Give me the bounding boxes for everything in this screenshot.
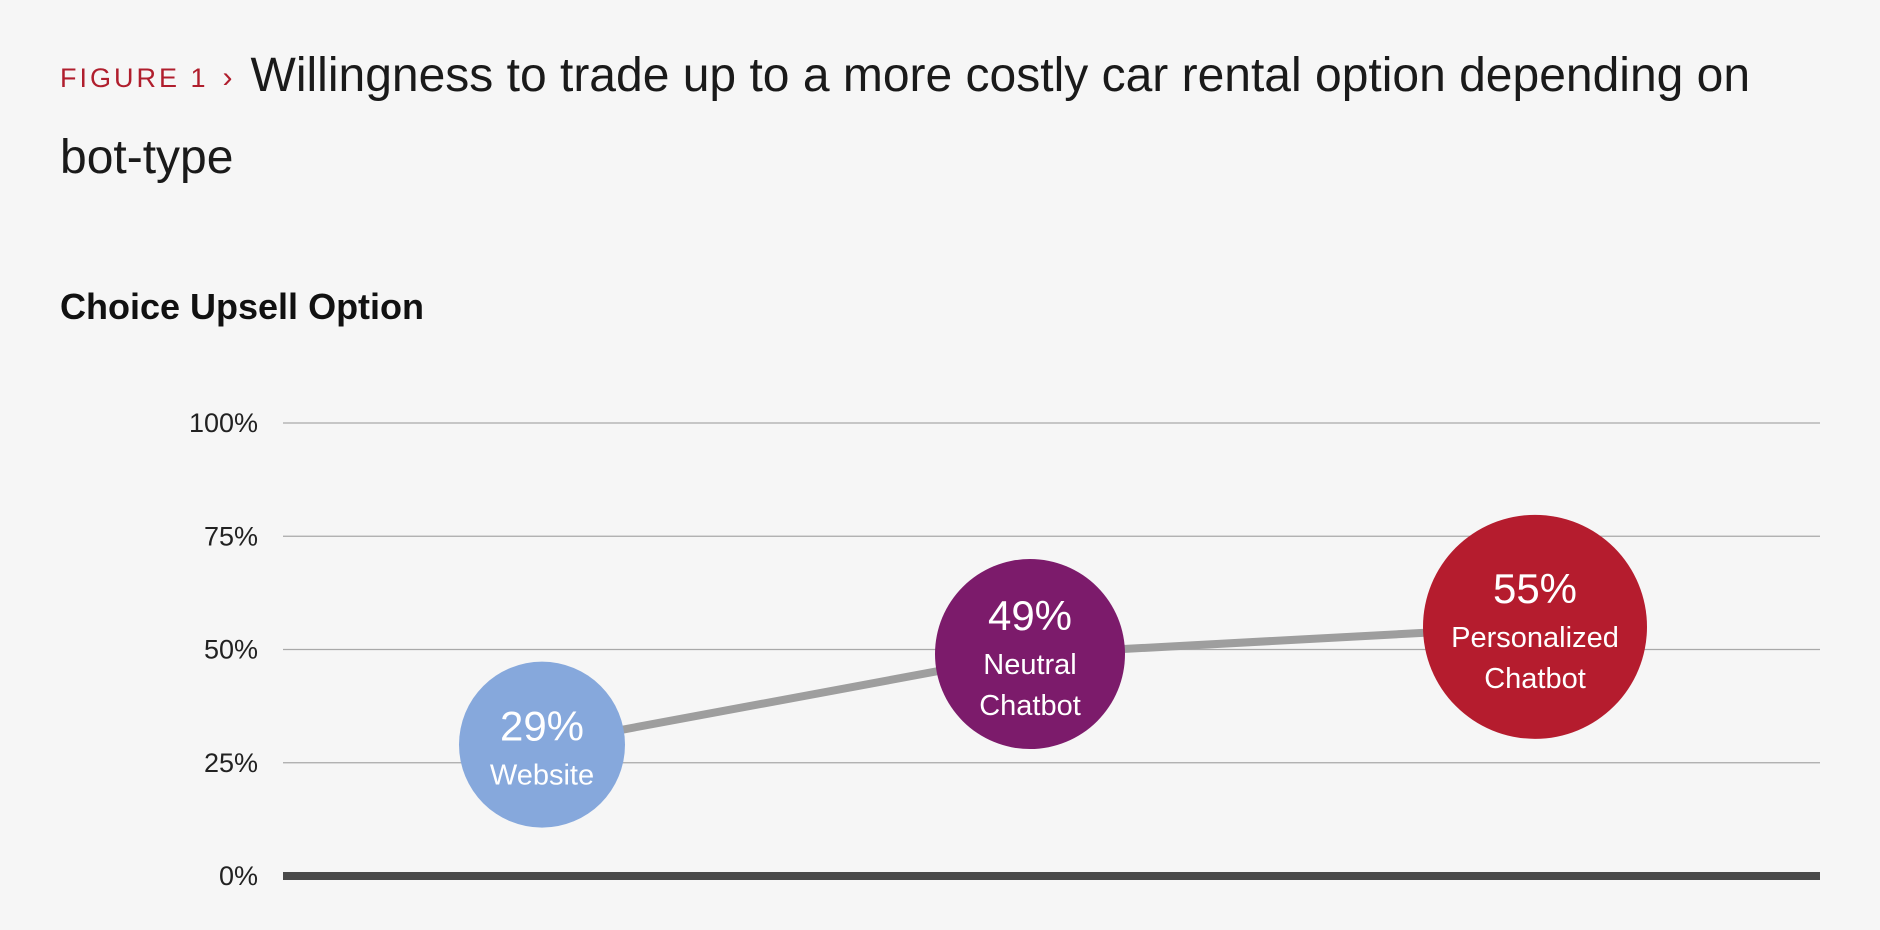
data-label-category: Website — [490, 760, 594, 792]
data-label-category: Chatbot — [979, 690, 1081, 722]
data-point-bubble — [1423, 514, 1647, 739]
data-label-value: 29% — [500, 703, 584, 750]
data-point: 49% Neutral Chatbot — [935, 559, 1125, 750]
figure-header: FIGURE 1 › Willingness to trade up to a mo… — [60, 36, 1760, 198]
data-label-value: 55% — [1493, 565, 1577, 612]
chart-subtitle: Choice Upsell Option — [60, 286, 425, 327]
figure-label: FIGURE 1 — [60, 63, 209, 93]
data-point-bubble — [459, 661, 625, 828]
y-tick-label: 100% — [189, 408, 258, 438]
data-label-category: Personalized — [1451, 622, 1619, 654]
y-tick-label: 50% — [204, 635, 258, 665]
data-label-value: 49% — [988, 592, 1072, 639]
data-label-category: Chatbot — [1484, 663, 1586, 695]
y-tick-label: 75% — [204, 521, 258, 551]
data-point-bubble — [935, 559, 1125, 750]
y-tick-label: 0% — [219, 861, 258, 891]
y-tick-label: 25% — [204, 748, 258, 778]
data-point: 55% Personalized Chatbot — [1423, 514, 1647, 739]
chart-title: Willingness to trade up to a more costly… — [60, 49, 1751, 184]
data-label-category: Neutral — [983, 649, 1077, 681]
data-point: 29% Website — [459, 661, 625, 828]
data-points: 29% Website 49% Neutral Chatbot 55% Personaliz… — [459, 514, 1647, 828]
chevron-right-icon: › — [222, 61, 233, 94]
y-tick-labels: 0% 25% 50% 75% 100% — [189, 408, 258, 891]
